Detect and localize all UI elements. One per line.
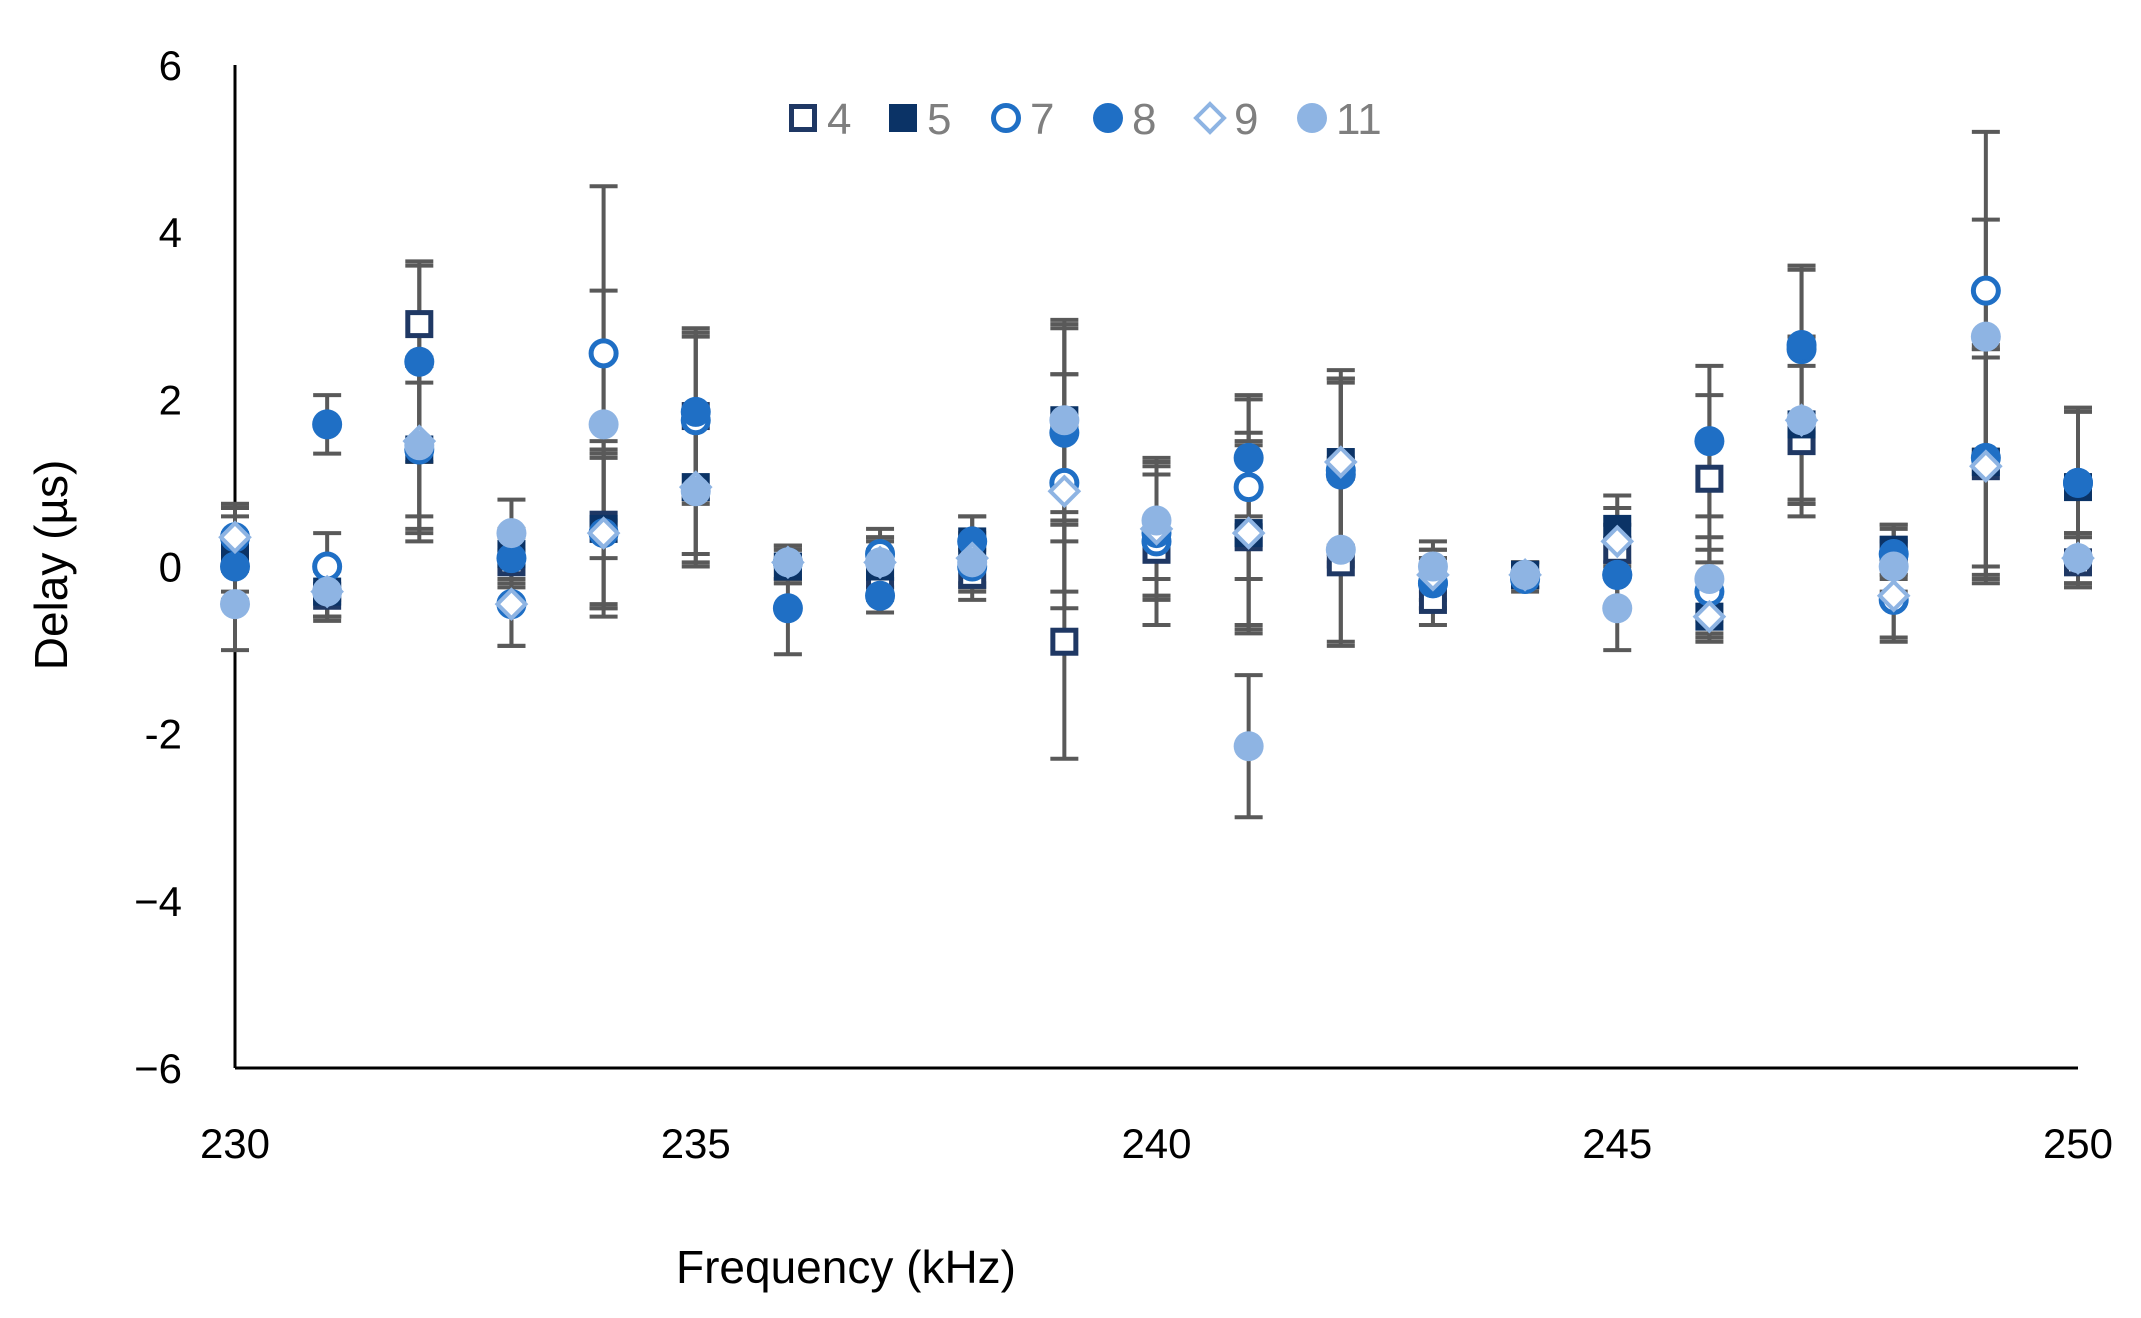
data-point-series-11 <box>1049 405 1080 436</box>
tick-labels: 230 235 240 245 250 6 4 2 0 -2 −4 −6 <box>134 42 2113 1167</box>
y-tick-label: −4 <box>134 878 182 925</box>
data-point-series-9 <box>1692 599 1727 634</box>
data-point-series-8 <box>2063 467 2093 498</box>
data-point-series-9 <box>586 516 621 550</box>
data-point-series-9 <box>494 587 529 621</box>
x-tick-label: 245 <box>1582 1120 1652 1167</box>
data-point-series-8 <box>404 346 435 377</box>
data-point-series-11 <box>588 409 619 440</box>
data-point-series-11 <box>220 589 250 620</box>
data-point-series-11 <box>1786 405 1817 436</box>
legend-marker-4 <box>789 104 817 132</box>
data-point-series-4 <box>405 310 434 339</box>
data-point-series-8 <box>312 409 343 440</box>
data-point-series-8 <box>772 593 803 624</box>
data-point-series-11 <box>496 518 527 549</box>
legend-label: 9 <box>1234 95 1258 144</box>
data-point-series-9 <box>1047 474 1082 509</box>
data-point-series-9 <box>1600 524 1635 559</box>
data-point-series-8 <box>680 396 711 427</box>
data-point-series-11 <box>865 547 896 578</box>
x-tick-label: 240 <box>1121 1120 1191 1167</box>
y-axis-label: Delay (µs) <box>25 460 77 671</box>
x-axis-label: Frequency (kHz) <box>676 1241 1016 1293</box>
data-point-series-9 <box>1876 578 1911 613</box>
x-tick-label: 235 <box>661 1120 731 1167</box>
y-tick-label: 6 <box>159 42 182 89</box>
data-point-series-8 <box>220 551 250 582</box>
data-point-series-11 <box>1694 564 1725 595</box>
data-point-series-11 <box>1325 534 1356 565</box>
x-tick-label: 250 <box>2043 1120 2113 1167</box>
data-point-series-4 <box>1695 464 1724 493</box>
data-point-series-9 <box>1231 516 1266 550</box>
error-bars <box>221 129 2092 820</box>
legend-label: 4 <box>827 95 851 144</box>
data-point-series-11 <box>680 476 711 507</box>
data-point-series-11 <box>312 576 343 607</box>
y-tick-label: −6 <box>134 1045 182 1092</box>
data-point-series-11 <box>1417 551 1448 582</box>
y-tick-label: -2 <box>145 711 182 758</box>
data-point-series-11 <box>1970 321 2001 352</box>
data-markers <box>218 275 2095 762</box>
legend-marker-5 <box>889 104 917 132</box>
data-point-series-11 <box>1141 505 1172 536</box>
data-point-series-8 <box>1786 330 1817 361</box>
x-tick-label: 230 <box>200 1120 270 1167</box>
legend-marker-7 <box>991 103 1021 133</box>
data-point-series-11 <box>1602 593 1633 624</box>
y-tick-label: 2 <box>159 376 182 423</box>
data-point-series-11 <box>2063 543 2093 574</box>
legend-label: 11 <box>1336 95 1382 144</box>
legend-label: 7 <box>1030 95 1054 144</box>
y-tick-label: 0 <box>159 544 182 591</box>
legend-marker-8 <box>1093 103 1123 133</box>
data-point-series-9 <box>218 520 252 555</box>
data-point-series-11 <box>404 430 435 461</box>
data-point-series-4 <box>1050 627 1079 656</box>
data-point-series-11 <box>1233 731 1264 762</box>
legend-label: 5 <box>927 95 951 144</box>
data-point-series-11 <box>772 547 803 578</box>
data-point-series-11 <box>1510 559 1541 590</box>
data-point-series-9 <box>1323 445 1358 479</box>
legend-marker-9 <box>1193 101 1227 135</box>
data-point-series-8 <box>1233 442 1264 473</box>
data-point-series-7 <box>1970 275 2001 306</box>
data-point-series-11 <box>1878 551 1909 582</box>
data-point-series-7 <box>1233 472 1264 503</box>
data-point-series-8 <box>865 580 896 611</box>
data-point-series-8 <box>1602 559 1633 590</box>
y-tick-label: 4 <box>159 209 182 256</box>
data-point-series-7 <box>588 338 619 369</box>
data-point-series-11 <box>957 547 988 578</box>
data-point-series-9 <box>1969 449 2003 484</box>
data-point-series-8 <box>1694 426 1725 457</box>
legend-marker-11 <box>1297 103 1327 133</box>
legend: 4 5 7 8 9 11 <box>789 95 1382 144</box>
legend-label: 8 <box>1132 95 1156 144</box>
data-point-series-8 <box>496 543 527 574</box>
